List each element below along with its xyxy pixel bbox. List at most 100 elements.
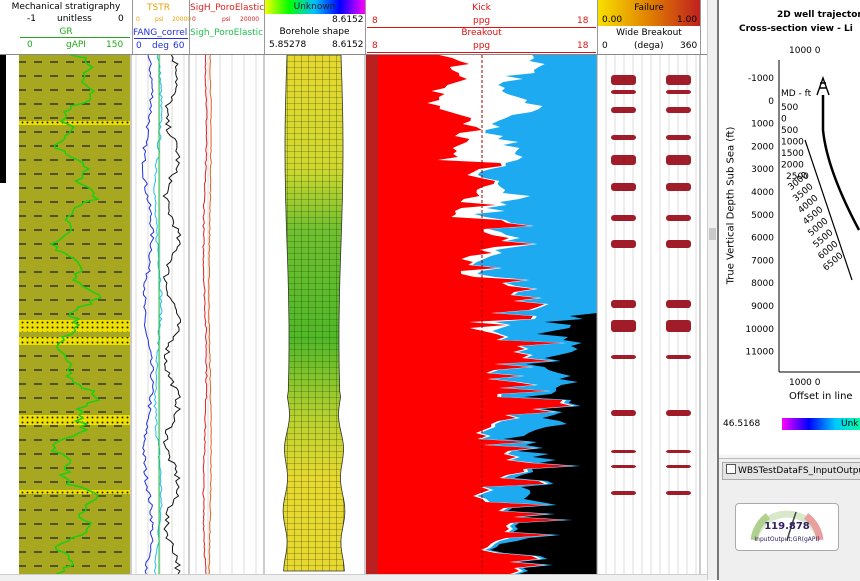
mech-strat-track [0,55,132,574]
failure-lobe [666,491,691,495]
md-tick: 500 [781,126,798,136]
traj-title-2: Cross-section view - Li [739,24,853,34]
failure-lobe [611,465,636,468]
sand-dots [19,320,130,332]
tvd-tick: 11000 [745,348,774,358]
x-axis-title: Offset in line [789,391,853,402]
fang-min: 0 [136,41,142,51]
tvd-tick: 2000 [751,142,774,152]
well-path [821,95,860,231]
shear-curve [162,55,182,574]
fang-title: FANG_correl [133,28,188,38]
borehole-track [282,55,366,574]
tvd-tick: 9000 [751,302,774,312]
borehole-title: Borehole shape [279,27,350,37]
colorbar [782,418,860,430]
kick-title: Kick [472,3,491,13]
md-tick: 1000 [781,138,804,148]
breakout-max: 18 [577,41,589,51]
mech-max: 0 [118,14,124,24]
tstr-unit: psi [155,16,164,23]
wide-title: Wide Breakout [616,28,682,38]
sand-dots [19,337,130,345]
failure-lobe [611,155,636,165]
failure-lobe [666,240,691,248]
failure-lobe [666,183,691,191]
sigh-unit: psi [222,16,231,23]
stress-track [135,55,265,574]
breakout-min: 8 [372,41,378,51]
top-axis-label: 1000 0 [789,46,821,56]
failure-lobe [666,155,691,165]
sigh2-curve [208,55,212,574]
wide-max: 360 [680,41,698,51]
unknown-title: Unknown [293,2,336,12]
kick-min: 8 [372,16,378,26]
failure-lobe [666,355,691,359]
failure-lobe [666,450,691,453]
md-tick: 2000 [781,161,804,171]
md-tick: 2500 [786,172,809,182]
wide-breakout-fill [490,55,597,574]
failure-colorbar [598,0,700,26]
md-tick: 500 [781,103,798,113]
tvd-tick: 6000 [751,234,774,244]
colorbar-min: 46.5168 [723,419,761,429]
kick-line [367,27,596,28]
fang-unit: deg [152,41,169,51]
borehole-max: 8.6152 [332,40,364,50]
scroll-thumb[interactable] [709,228,716,240]
sigh2-title: Sigh_PoroElastic [190,28,264,38]
gauge-label: InputOutput;GR(gAPI) [754,536,820,543]
breakout-title: Breakout [461,28,502,38]
gr-unit: gAPI [66,40,86,50]
kick-unit: ppg [473,16,491,26]
failure-lobe [666,320,691,332]
unknown-colorbar [264,0,365,14]
shale-pattern [19,55,130,574]
gr-gauge: 119.878 InputOutput;GR(gAPI) [735,503,839,551]
failure-lobe [666,215,691,221]
failure-lobe [611,355,636,359]
wide-breakout-track [605,55,701,574]
vertical-scrollbar[interactable] [707,0,717,580]
gr-curve [49,55,102,574]
sand-dots [19,490,130,494]
mech-min: -1 [27,14,36,24]
gauge-window-tab[interactable]: WBSTestDataFS_InputOutput_C [722,462,860,480]
trajectory-panel: 2D well trajector Cross-section view - L… [717,0,860,581]
gr-line [20,37,130,38]
sigh-curve [202,55,208,574]
unknown-max: 8.6152 [332,15,364,25]
gr-title: GR [59,27,73,37]
sigh-min: 0 [192,16,196,23]
log-tracks[interactable] [0,55,707,574]
tstr-min: 0 [136,16,140,23]
failure-min: 0.00 [602,15,623,25]
mech-title: Mechanical stratigraphy [11,2,121,12]
borehole-min: 5.85278 [269,40,307,50]
mech-unit: unitless [57,14,92,24]
tvd-tick: -1000 [748,74,774,84]
failure-title: Failure [634,3,664,13]
failure-lobe [666,90,691,94]
tvd-tick: 3000 [751,165,774,175]
failure-lobe [666,107,691,113]
tvd-tick: 8000 [751,279,774,289]
wide-min: 0 [602,41,608,51]
trajectory-plot[interactable] [719,0,860,455]
horizontal-scrollbar[interactable] [0,574,707,581]
failure-lobe [611,135,636,140]
kick-max: 18 [577,16,589,26]
failure-lobe [611,491,636,495]
failure-lobe [611,90,636,94]
failure-lobe [611,320,636,332]
sigh-title: SigH_PoroElastic_2 [190,3,264,13]
fang-max: 60 [173,41,185,51]
tvd-tick: 4000 [751,188,774,198]
tvd-tick: 7000 [751,256,774,266]
failure-lobe [611,300,636,308]
failure-lobe [666,410,691,416]
failure-lobe [666,75,691,85]
failure-lobe [666,465,691,468]
